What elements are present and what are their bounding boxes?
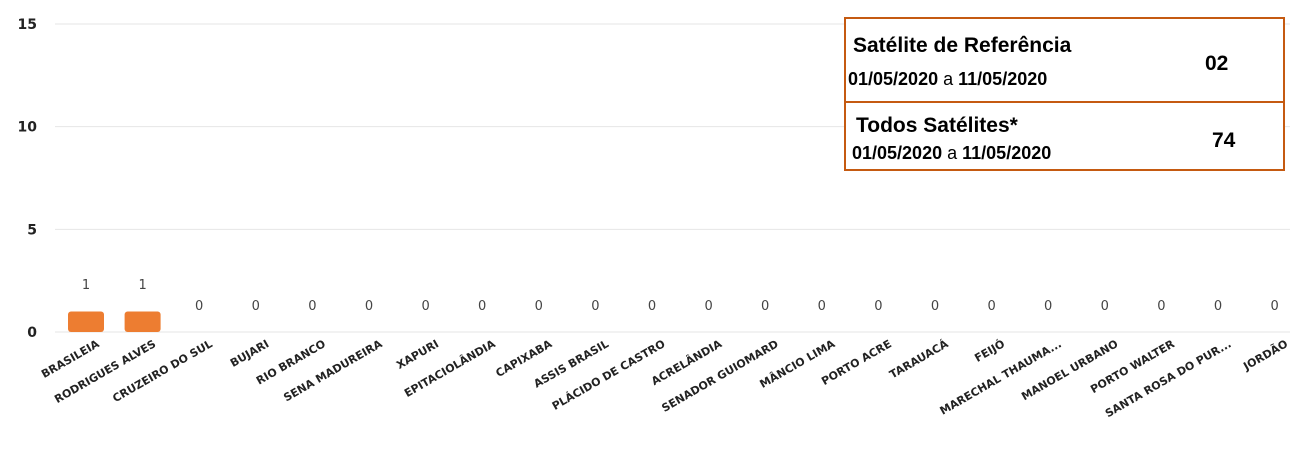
data-label: 0 — [478, 299, 486, 314]
x-tick-label: MANOEL URBANO — [1019, 337, 1120, 403]
chart-bars — [68, 311, 161, 332]
all-satellites-row: Todos Satélites* 01/05/2020 a 11/05/2020… — [846, 103, 1283, 169]
all-satellites-count: 74 — [1212, 129, 1236, 152]
y-tick-label: 0 — [27, 325, 37, 341]
data-label: 0 — [535, 299, 543, 314]
data-label: 0 — [195, 299, 203, 314]
data-label: 0 — [591, 299, 599, 314]
data-label: 0 — [1270, 299, 1278, 314]
reference-satellite-count: 02 — [1205, 52, 1229, 75]
x-tick-label: CRUZEIRO DO SUL — [110, 337, 214, 405]
all-satellites-dates: 01/05/2020 a 11/05/2020 — [852, 143, 1051, 164]
y-tick-label: 10 — [18, 120, 38, 136]
data-label: 0 — [252, 299, 260, 314]
y-tick-label: 15 — [18, 17, 37, 33]
date-to: 11/05/2020 — [958, 69, 1048, 89]
data-labels: 1 1 0 0 0 0 0 0 0 0 0 0 0 0 0 0 0 0 0 0 0 0 — [82, 278, 1279, 314]
data-label: 0 — [421, 299, 429, 314]
data-label: 0 — [761, 299, 769, 314]
data-label: 0 — [818, 299, 826, 314]
data-label: 0 — [874, 299, 882, 314]
x-tick-label: FEIJÓ — [972, 337, 1007, 365]
bar[interactable] — [68, 311, 104, 332]
data-label: 0 — [931, 299, 939, 314]
reference-satellite-row: Satélite de Referência 01/05/2020 a 11/0… — [846, 19, 1283, 103]
x-tick-label: XAPURI — [394, 337, 441, 372]
x-tick-label: TARAUACÁ — [887, 337, 951, 381]
data-label: 0 — [1214, 299, 1222, 314]
data-label: 0 — [365, 299, 373, 314]
data-label: 0 — [1101, 299, 1109, 314]
x-tick-label: EPITACIOLÂNDIA — [402, 337, 498, 400]
date-to: 11/05/2020 — [962, 143, 1052, 163]
data-label: 0 — [704, 299, 712, 314]
data-label: 0 — [648, 299, 656, 314]
y-tick-label: 5 — [27, 222, 37, 238]
all-satellites-title: Todos Satélites* — [856, 114, 1018, 137]
bar[interactable] — [124, 311, 161, 332]
reference-satellite-dates: 01/05/2020 a 11/05/2020 — [848, 69, 1047, 90]
data-label: 1 — [82, 278, 90, 293]
date-separator: a — [943, 69, 954, 89]
reference-satellite-title: Satélite de Referência — [853, 34, 1072, 57]
x-tick-label: RODRIGUES ALVES — [52, 337, 158, 406]
date-from: 01/05/2020 — [848, 69, 939, 89]
date-from: 01/05/2020 — [852, 143, 943, 163]
data-label: 0 — [308, 299, 316, 314]
data-label: 1 — [138, 278, 146, 293]
x-tick-label: SENA MADUREIRA — [281, 337, 385, 404]
data-label: 0 — [987, 299, 995, 314]
y-axis-ticks: 0 5 10 15 — [18, 17, 38, 341]
satellite-info-box: Satélite de Referência 01/05/2020 a 11/0… — [844, 17, 1285, 171]
data-label: 0 — [1157, 299, 1165, 314]
date-separator: a — [947, 143, 958, 163]
x-tick-label: JORDÃO — [1240, 337, 1290, 373]
x-tick-label: BUJARI — [228, 337, 271, 370]
data-label: 0 — [1044, 299, 1052, 314]
